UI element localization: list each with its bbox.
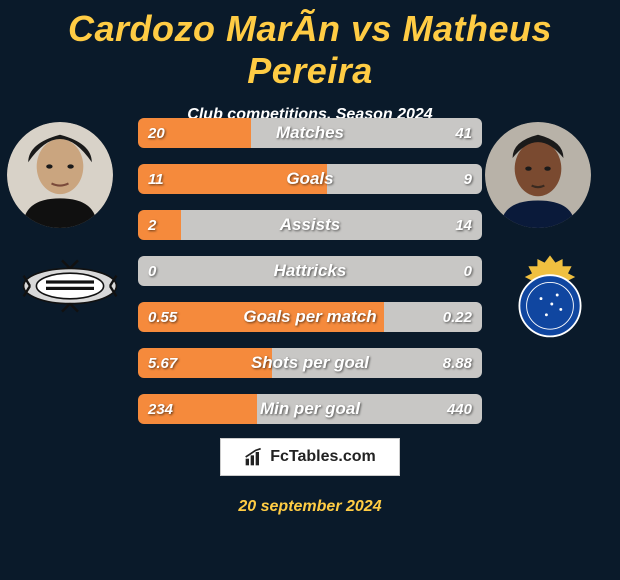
- stat-label: Hattricks: [138, 256, 482, 286]
- stat-label: Shots per goal: [138, 348, 482, 378]
- brand-badge: FcTables.com: [220, 438, 400, 476]
- player-right-club-badge: [500, 250, 600, 340]
- stat-label: Min per goal: [138, 394, 482, 424]
- stat-label: Matches: [138, 118, 482, 148]
- chart-icon: [244, 447, 264, 467]
- footer-date: 20 september 2024: [0, 498, 620, 516]
- stat-bars-container: 2041Matches 119Goals 214Assists 00Hattricks…: [138, 118, 482, 440]
- brand-text: FcTables.com: [270, 448, 376, 466]
- player-left-avatar: [7, 122, 113, 228]
- stat-label: Assists: [138, 210, 482, 240]
- stat-label: Goals: [138, 164, 482, 194]
- stat-row: 234440Min per goal: [138, 394, 482, 424]
- stat-row: 5.678.88Shots per goal: [138, 348, 482, 378]
- player-right-avatar: [485, 122, 591, 228]
- stat-row: 214Assists: [138, 210, 482, 240]
- page-title: Cardozo MarÃ­n vs Matheus Pereira: [0, 0, 620, 92]
- stat-row: 2041Matches: [138, 118, 482, 148]
- stat-row: 00Hattricks: [138, 256, 482, 286]
- player-left-club-badge: [20, 258, 120, 314]
- stat-row: 119Goals: [138, 164, 482, 194]
- stat-row: 0.550.22Goals per match: [138, 302, 482, 332]
- stat-label: Goals per match: [138, 302, 482, 332]
